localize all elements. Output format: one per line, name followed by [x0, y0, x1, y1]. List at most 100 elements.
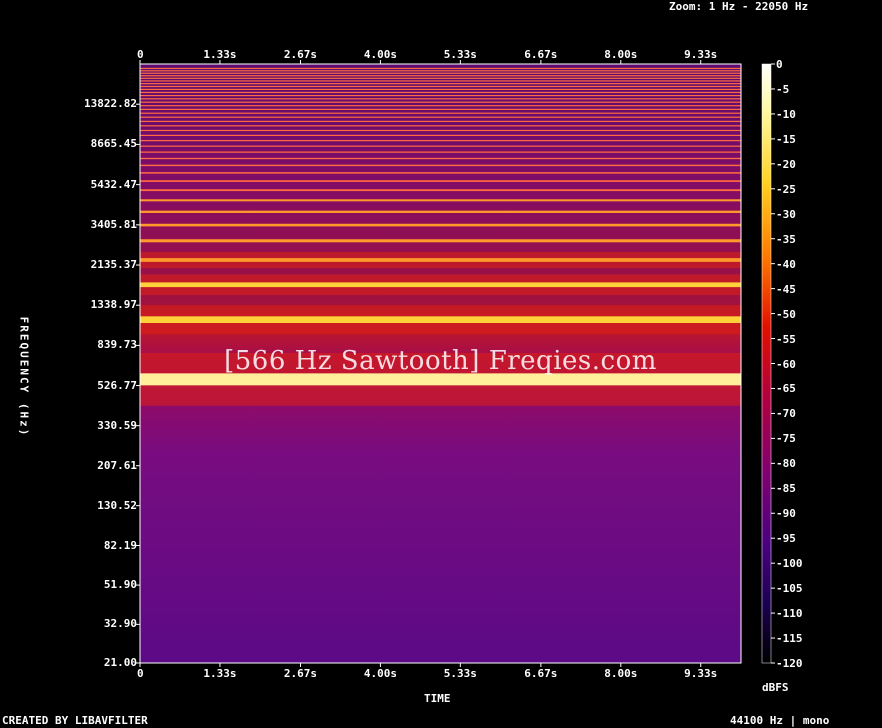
colorbar-tick-label: -10 — [776, 107, 796, 121]
colorbar-tick-label: -115 — [776, 632, 803, 646]
harmonic-band — [140, 157, 741, 160]
x-tick-label-bottom: 5.33s — [443, 667, 477, 680]
y-axis-label: FREQUENCY (Hz) — [17, 316, 31, 438]
colorbar-tick-label: -25 — [776, 182, 796, 196]
watermark-text: [566 Hz Sawtooth] Freqies.com — [224, 346, 657, 376]
harmonic-band — [140, 85, 741, 88]
zoom-label: Zoom: 1 Hz - 22050 Hz — [669, 0, 809, 13]
x-tick-label-top: 2.67s — [283, 48, 318, 61]
colorbar-tick-label: -60 — [776, 357, 796, 371]
harmonic-band — [140, 373, 741, 386]
harmonic-band — [140, 101, 741, 103]
harmonic-band — [140, 258, 741, 262]
harmonic-band — [140, 145, 741, 147]
colorbar-tick-label: 0 — [776, 58, 783, 71]
colorbar-tick-label: -45 — [776, 282, 796, 296]
colorbar-tick-label: -5 — [776, 82, 790, 96]
harmonic-band — [140, 98, 741, 100]
harmonic-band — [140, 80, 741, 82]
y-tick-label: 8665.45 — [90, 137, 137, 151]
harmonic-band — [140, 223, 741, 227]
colorbar-tick-label: -50 — [776, 307, 796, 321]
harmonic-band — [140, 180, 741, 182]
colorbar-tick-label: -70 — [776, 407, 796, 421]
colorbar-tick-label: -120 — [776, 657, 803, 670]
harmonic-band — [140, 94, 741, 97]
plot-frame — [139, 63, 742, 664]
footer-created-by: CREATED BY LIBAVFILTER — [2, 714, 148, 727]
harmonic-band — [140, 129, 741, 132]
y-tick-label: 5432.47 — [90, 177, 137, 191]
colorbar-tick-label: -90 — [776, 507, 796, 521]
harmonic-band — [140, 67, 741, 70]
y-tick-label: 13822.82 — [84, 97, 137, 111]
harmonic-band — [140, 282, 741, 288]
x-axis-label: TIME — [424, 692, 451, 705]
harmonic-band — [140, 199, 741, 202]
harmonic-band — [140, 210, 741, 213]
harmonic-band — [140, 134, 741, 137]
x-tick-label-top: 8.00s — [604, 48, 638, 61]
colorbar-label: dBFS — [762, 681, 789, 694]
colorbar-tick-label: -30 — [776, 207, 796, 221]
x-tick-label-top: 6.67s — [524, 48, 558, 61]
y-tick-label: 51.90 — [103, 578, 137, 592]
harmonic-band — [140, 151, 741, 153]
y-tick-label: 3405.81 — [90, 217, 137, 231]
harmonic-band — [140, 125, 741, 127]
harmonic-band — [140, 91, 741, 94]
x-tick-label-bottom: 8.00s — [604, 667, 638, 680]
colorbar-tick-label: -15 — [776, 132, 796, 146]
colorbar-tick-label: -75 — [776, 432, 796, 446]
y-tick-label: 526.77 — [97, 378, 137, 392]
x-tick-label-bottom: 0 — [137, 667, 144, 680]
footer-sample-info: 44100 Hz | mono — [730, 714, 830, 727]
harmonic-band — [140, 88, 741, 91]
x-tick-label-bottom: 2.67s — [283, 667, 318, 680]
harmonic-band — [140, 140, 741, 142]
y-tick-label: 839.73 — [97, 338, 137, 352]
colorbar-tick-label: -100 — [776, 557, 803, 571]
colorbar-tick-label: -85 — [776, 482, 796, 496]
x-tick-label-bottom: 9.33s — [684, 667, 718, 680]
harmonic-band — [140, 172, 741, 174]
harmonic-band — [140, 239, 741, 243]
harmonic-band — [140, 189, 741, 192]
x-tick-label-top: 5.33s — [443, 48, 477, 61]
harmonic-band — [140, 72, 741, 74]
colorbar-tick-label: -35 — [776, 232, 796, 246]
harmonic-band — [140, 112, 741, 114]
x-tick-label-bottom: 4.00s — [363, 667, 397, 680]
colorbar-tick-label: -105 — [776, 582, 803, 596]
harmonic-band — [140, 70, 741, 72]
harmonic-band — [140, 77, 741, 79]
y-tick-label: 207.61 — [97, 458, 137, 472]
y-tick-label: 32.90 — [103, 617, 137, 631]
y-tick-label: 2135.37 — [90, 258, 137, 272]
colorbar-tick-label: -80 — [776, 457, 796, 471]
harmonic-band — [140, 105, 741, 107]
harmonic-band — [140, 83, 741, 85]
colorbar — [761, 63, 772, 664]
x-tick-label-top: 9.33s — [684, 48, 718, 61]
y-tick-label: 82.19 — [103, 538, 137, 552]
harmonic-band — [140, 164, 741, 167]
x-tick-label-top: 1.33s — [203, 48, 237, 61]
y-tick-label: 330.59 — [97, 418, 137, 432]
colorbar-tick-label: -95 — [776, 532, 796, 546]
harmonic-band — [140, 75, 741, 77]
x-tick-label-bottom: 1.33s — [203, 667, 237, 680]
harmonic-band — [140, 120, 741, 123]
colorbar-tick-label: -110 — [776, 607, 803, 621]
harmonic-band — [140, 316, 741, 324]
x-tick-label-top: 0 — [137, 48, 144, 61]
harmonic-band — [140, 108, 741, 110]
y-tick-label: 21.00 — [103, 656, 137, 669]
colorbar-tick-label: -20 — [776, 157, 796, 171]
x-tick-label-bottom: 6.67s — [524, 667, 558, 680]
x-tick-label-top: 4.00s — [363, 48, 397, 61]
colorbar-tick-label: -40 — [776, 257, 796, 271]
colorbar-tick-label: -55 — [776, 332, 796, 346]
y-tick-label: 130.52 — [97, 498, 137, 512]
